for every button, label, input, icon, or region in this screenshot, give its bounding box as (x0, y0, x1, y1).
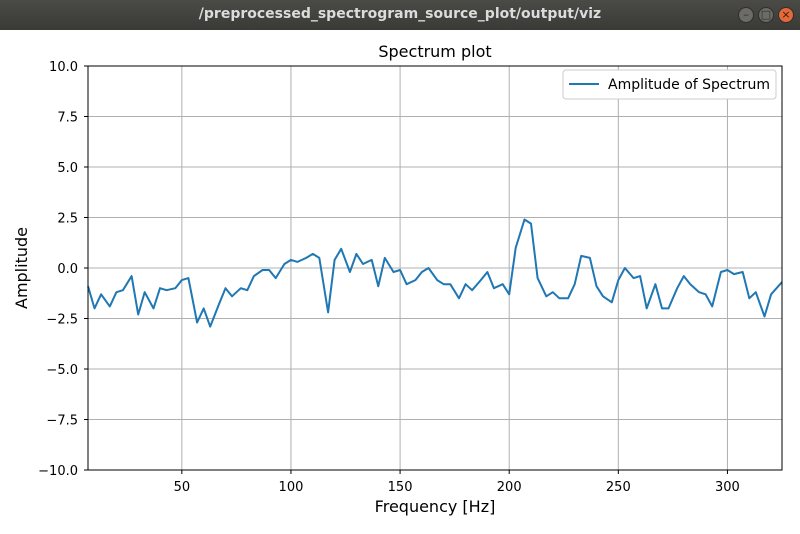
tick-layer: 50 100 150 200 250 300 −10.0 −7.5 −5.0 −2.5 0.0 2.5… (38, 60, 740, 495)
y-tick-label: −5.0 (46, 363, 78, 378)
legend: Amplitude of Spectrum (562, 69, 777, 100)
x-tick-label: 50 (174, 480, 191, 495)
plot-area: 50 100 150 200 250 300 −10.0 −7.5 −5.0 −2.5 0.0 2.5… (0, 30, 800, 530)
x-tick-label: 150 (388, 480, 413, 495)
legend-box (562, 69, 777, 100)
chart-title: Spectrum plot (378, 42, 491, 61)
y-tick-label: −7.5 (46, 414, 78, 429)
window-title: /preprocessed_spectrogram_source_plot/ou… (198, 6, 602, 22)
x-tick-label: 100 (279, 480, 304, 495)
y-tick-label: −2.5 (46, 313, 78, 328)
y-tick-label: 10.0 (49, 60, 78, 75)
spectrum-chart: 50 100 150 200 250 300 −10.0 −7.5 −5.0 −2.5 0.0 2.5… (12, 42, 783, 516)
y-tick-label: −10.0 (38, 464, 78, 479)
series-layer (87, 218, 783, 328)
title-bar[interactable]: /preprocessed_spectrogram_source_plot/ou… (0, 0, 800, 30)
x-tick-label: 300 (715, 480, 740, 495)
series-line (87, 218, 783, 328)
y-axis-label: Amplitude (12, 227, 31, 309)
y-tick-label: 7.5 (57, 111, 78, 126)
legend-label: Amplitude of Spectrum (608, 77, 770, 93)
y-tick-label: 5.0 (57, 161, 78, 176)
y-tick-label: 0.0 (57, 262, 78, 277)
close-button[interactable]: × (778, 7, 794, 23)
x-axis-label: Frequency [Hz] (375, 497, 496, 516)
x-tick-label: 200 (497, 480, 522, 495)
x-tick-label: 250 (606, 480, 631, 495)
minimize-button[interactable]: – (738, 7, 754, 23)
maximize-button[interactable]: □ (758, 7, 774, 23)
y-tick-label: 2.5 (57, 212, 78, 227)
